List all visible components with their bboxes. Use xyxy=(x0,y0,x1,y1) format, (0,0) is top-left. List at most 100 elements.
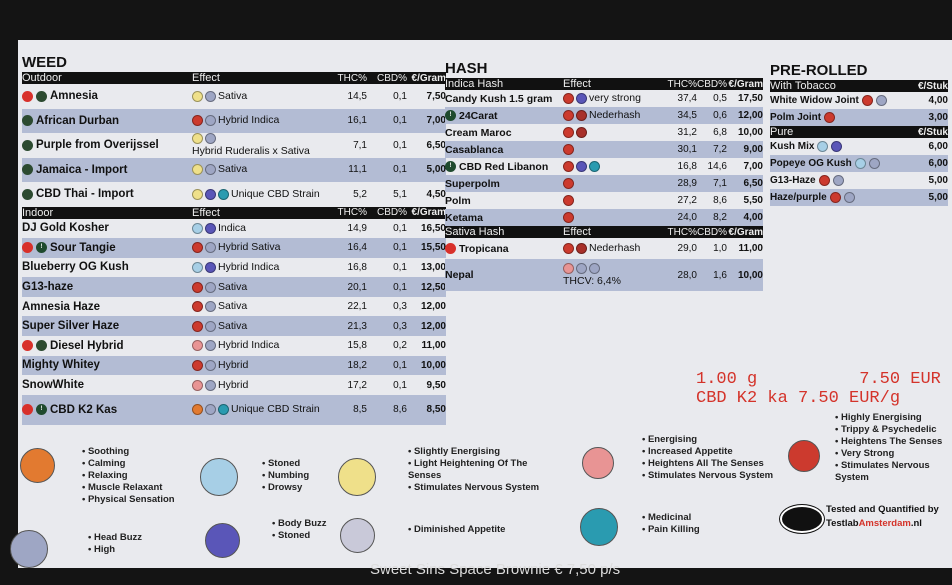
grey-effect-icon xyxy=(205,164,216,176)
product-name-text: G13-haze xyxy=(22,281,74,294)
bio-badge-icon xyxy=(22,188,33,200)
thc-value: 11,1 xyxy=(348,164,367,176)
product-name-text: CBD Thai - Import xyxy=(36,188,134,201)
price-display: 1.00 g 7.50 EUR CBD K2 ka 7.50 EUR/g xyxy=(696,370,941,408)
product-name-text: Polm Joint xyxy=(770,112,822,123)
cbd-value: 0,1 xyxy=(393,115,407,127)
legend-item: Energising xyxy=(642,434,782,446)
alert-badge-icon: ! xyxy=(36,242,47,254)
red-effect-icon xyxy=(192,281,203,293)
teal-effect-face-icon xyxy=(580,508,618,546)
effect-cell: Hybrid Sativa xyxy=(192,241,322,254)
table-row: Polm Joint 3,00 xyxy=(770,109,948,126)
legend-item: Drowsy xyxy=(262,482,332,494)
red-effect-face-icon xyxy=(788,440,821,473)
product-name: Candy Kush 1.5 gram xyxy=(445,93,563,105)
product-name-text: CBD Red Libanon xyxy=(459,160,549,173)
price-value: 3,00 xyxy=(928,112,948,123)
cbd-value: 0,5 xyxy=(713,93,727,104)
pink-effect-icon xyxy=(192,340,203,352)
price-value: 4,00 xyxy=(928,95,948,106)
weed-section: WEED Outdoor Effect THC% CBD% €/Gram Amnesia S… xyxy=(22,54,446,425)
product-name-text: Mighty Whitey xyxy=(22,359,100,372)
product-name-text: G13-Haze xyxy=(770,175,816,186)
effect-cell: Sativa xyxy=(192,320,322,332)
darkred-effect-icon xyxy=(576,127,587,138)
pr-tobacco-price-header: €/Stuk xyxy=(917,80,948,92)
price-value: 17,50 xyxy=(737,93,763,104)
logo-brand-c: .nl xyxy=(910,518,922,529)
new-badge-icon xyxy=(22,404,33,416)
product-name: Cream Maroc xyxy=(445,127,563,139)
red-effect-icon xyxy=(563,127,574,138)
hash-indica-cbd-header: CBD% xyxy=(697,78,728,90)
product-name: Superpolm xyxy=(445,178,563,190)
effect-cell: Hybrid xyxy=(192,379,322,391)
product-name-text: Kush Mix xyxy=(770,141,815,152)
hash-sativa-label: Sativa Hash xyxy=(445,226,505,238)
strain-type: Nederhash xyxy=(589,242,641,254)
table-row: CBD Thai - Import Unique CBD Strain 5,2 5,1… xyxy=(22,182,446,207)
product-name: ! Sour Tangie xyxy=(22,242,192,254)
grey-effect-icon xyxy=(205,379,216,391)
cbd-value: 5,1 xyxy=(393,188,407,200)
table-row: Kush Mix 6,00 xyxy=(770,138,948,155)
weed-title: WEED xyxy=(22,54,67,71)
grey-effect-icon xyxy=(875,95,887,106)
prerolled-tobacco-header: With Tobacco €/Stuk xyxy=(770,80,948,92)
thc-value: 14,5 xyxy=(347,90,367,102)
effect-cell xyxy=(563,144,655,155)
effect-cell: Sativa xyxy=(192,281,322,293)
price-value: 8,50 xyxy=(426,404,446,416)
product-name-text: African Durban xyxy=(36,114,120,127)
table-row: Haze/purple 5,00 xyxy=(770,189,948,206)
product-name-text: Blueberry OG Kush xyxy=(22,261,129,274)
product-name: Polm Joint xyxy=(770,112,908,123)
strain-type: Hybrid Sativa xyxy=(218,241,281,254)
product-name-text: CBD K2 Kas xyxy=(50,403,118,416)
table-row: Super Silver Haze Sativa 21,3 0,3 12,00 xyxy=(22,316,446,337)
table-row: Jamaica - Import Sativa 11,1 0,1 5,00 xyxy=(22,157,446,182)
effect-cell xyxy=(563,178,655,189)
red-effect-icon xyxy=(824,112,836,123)
teal-effect-icon xyxy=(218,404,229,416)
indoor-table: Indoor Effect THC% CBD% €/Gram DJ Gold Kosher… xyxy=(22,206,446,425)
hash-indica-price-header: €/Gram xyxy=(728,78,763,90)
cbd-value: 0,2 xyxy=(393,340,407,352)
product-name-text: Jamaica - Import xyxy=(36,163,128,176)
yellow-effect-icon xyxy=(192,90,203,102)
weed-indoor-effect-header: Effect xyxy=(192,206,220,219)
with-tobacco-table: With Tobacco €/Stuk White Widow Joint 4,00 P… xyxy=(770,80,948,126)
lightblue-effect-icon xyxy=(192,261,203,273)
teal-effect-icon xyxy=(218,188,229,200)
effect-cell xyxy=(563,212,655,223)
table-row: Mighty Whitey Hybrid 18,2 0,1 10,00 xyxy=(22,355,446,376)
effect-cell: Hybrid Indica xyxy=(192,261,322,273)
price-value: 12,00 xyxy=(420,320,446,332)
purple-effect-face-icon xyxy=(205,523,241,559)
legend-item: Increased Appetite xyxy=(642,446,782,458)
price-value: 6,50 xyxy=(743,178,763,189)
purple-effect-icon xyxy=(205,222,216,234)
display-unit-price: CBD K2 ka 7.50 EUR/g xyxy=(696,389,901,408)
price-value: 6,00 xyxy=(928,158,948,169)
cbd-value: 8,2 xyxy=(713,212,727,223)
table-row: African Durban Hybrid Indica 16,1 0,1 7,00 xyxy=(22,108,446,133)
legend-list: Slightly EnergisingLight Heightening Of … xyxy=(408,446,558,494)
grey-effect-face-icon xyxy=(10,530,48,568)
display-weight: 1.00 g xyxy=(696,370,758,389)
product-name: White Widow Joint xyxy=(770,95,908,106)
weed-outdoor-cbd-header: CBD% xyxy=(376,72,407,84)
legend-item: Soothing xyxy=(82,446,192,458)
red-effect-icon xyxy=(563,110,574,121)
table-row: ! 24Carat Nederhash 34,5 0,6 12,00 xyxy=(445,107,763,124)
lightblue-effect-face-icon xyxy=(200,458,238,496)
bio-badge-icon xyxy=(22,139,33,151)
cbd-value: 0,3 xyxy=(393,320,407,332)
price-value: 12,50 xyxy=(420,281,446,293)
red-effect-icon xyxy=(563,93,574,104)
grey-effect-icon xyxy=(205,115,216,127)
grey-effect-icon xyxy=(843,192,855,203)
orange-effect-face-icon xyxy=(20,448,56,484)
thc-value: 18,2 xyxy=(347,359,367,371)
